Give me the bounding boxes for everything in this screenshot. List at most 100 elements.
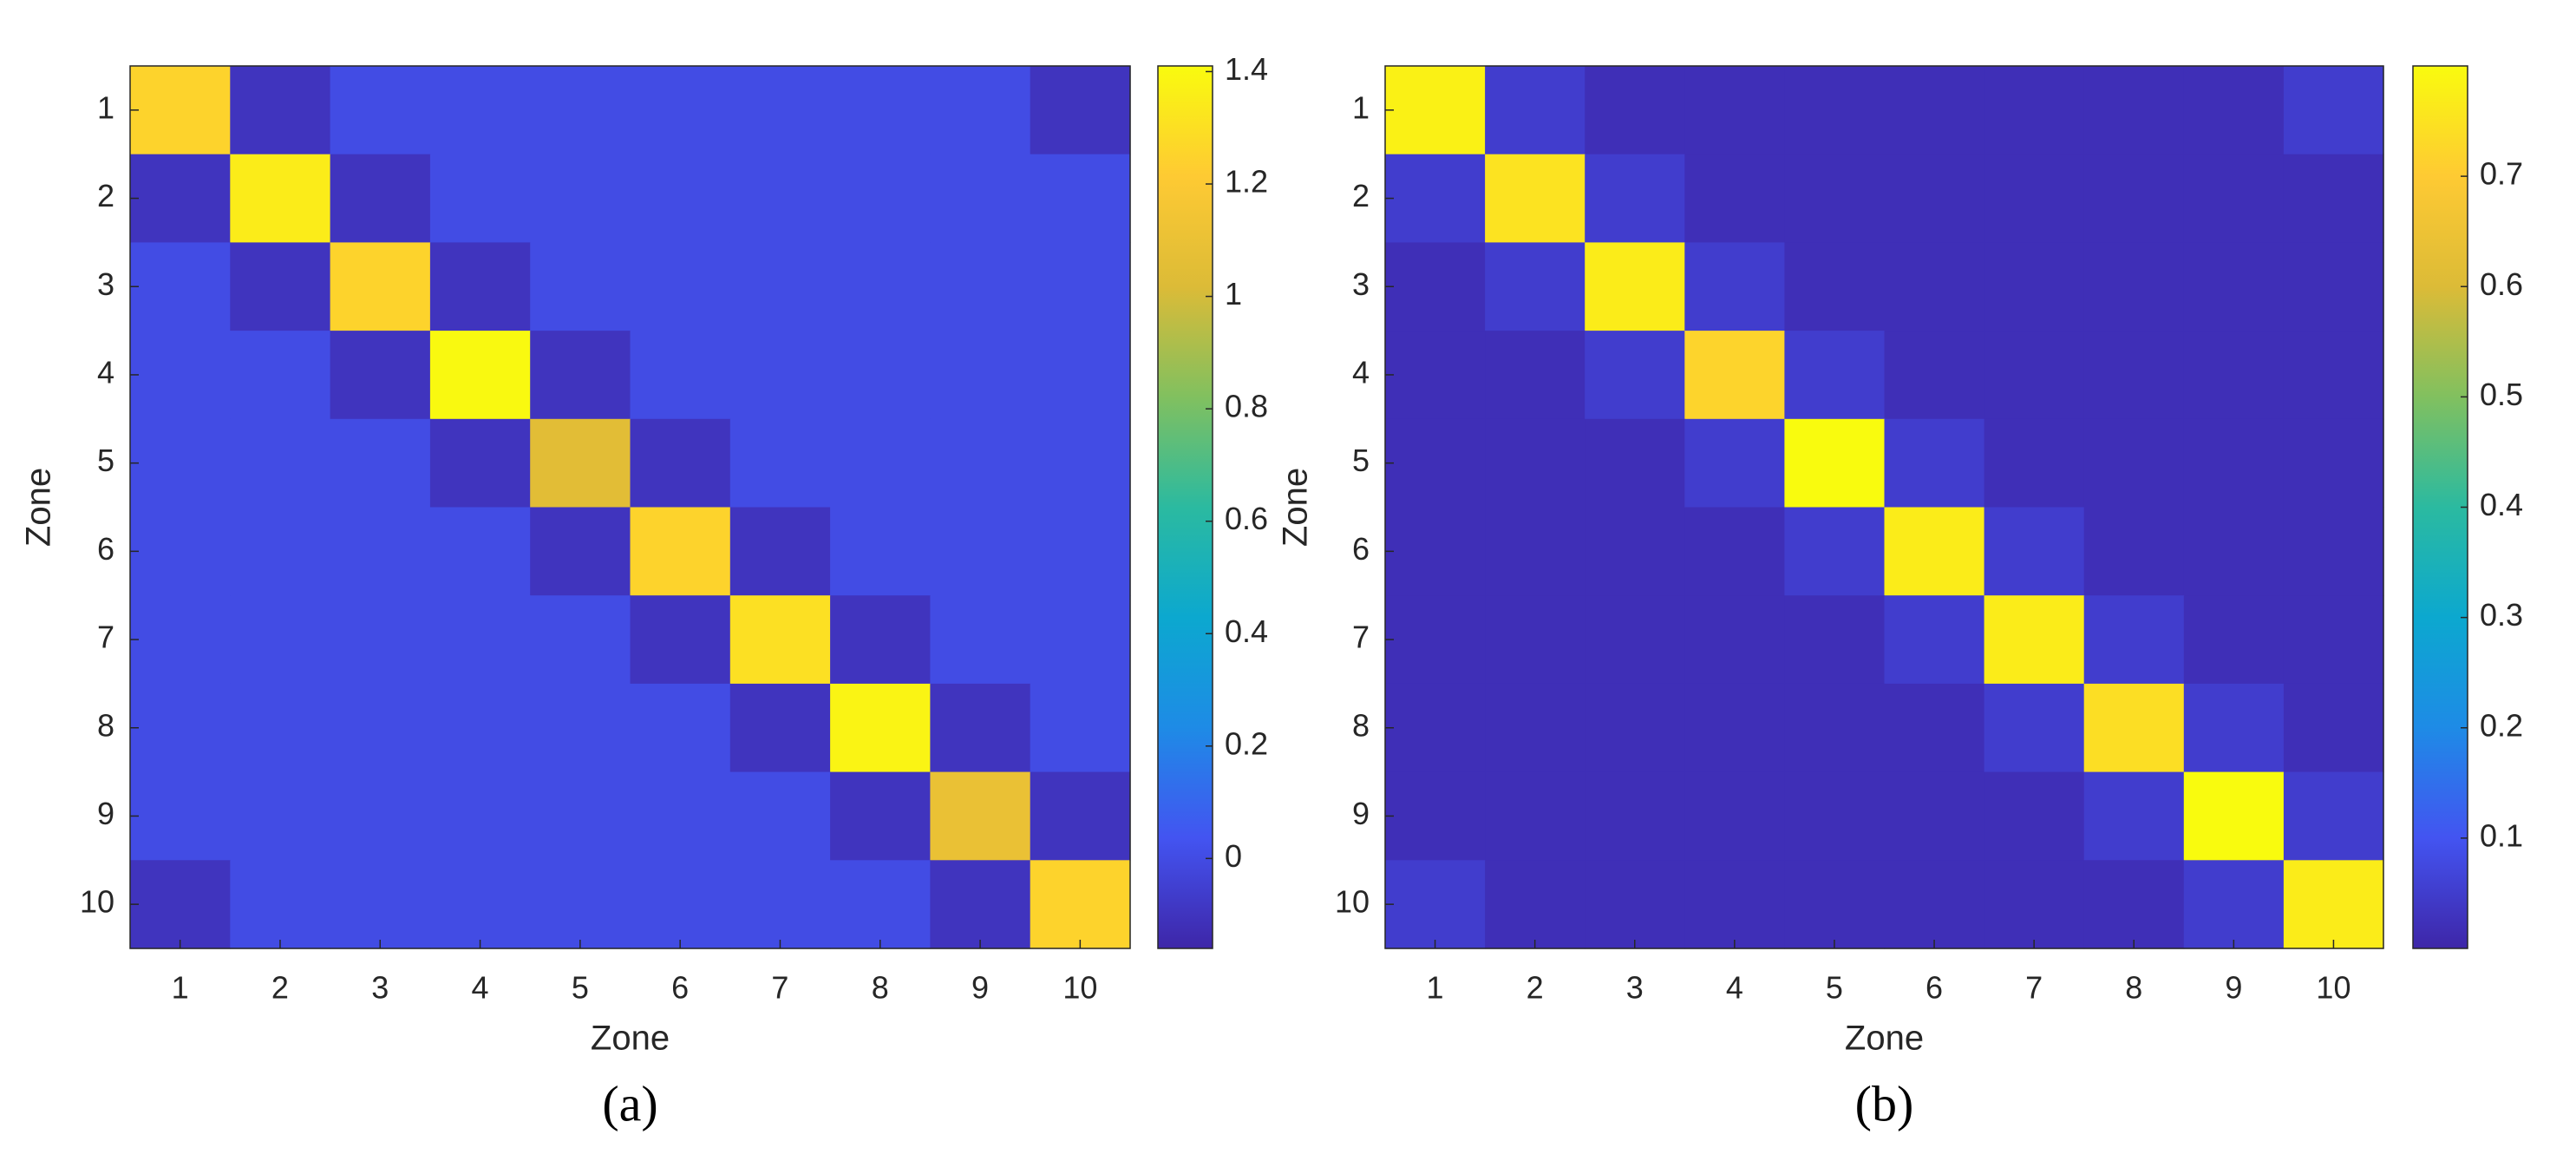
heatmap-cell: [1385, 418, 1486, 508]
heatmap-cell: [1485, 771, 1585, 861]
colorbar-tick-label: 0.8: [1225, 389, 1268, 424]
heatmap-cell: [1684, 771, 1785, 861]
heatmap-cell: [1585, 66, 1685, 155]
heatmap-cell: [930, 418, 1031, 508]
heatmap-cell: [1884, 331, 1985, 420]
heatmap-cell: [2083, 418, 2185, 508]
heatmap-cell: [729, 154, 831, 243]
heatmap-cell: [1485, 154, 1585, 243]
y-tick-label: 10: [1335, 884, 1370, 920]
colorbar-tick-label: 0.6: [2480, 266, 2523, 302]
heatmap-cell: [2283, 860, 2384, 949]
heatmap-cell: [1385, 771, 1486, 861]
heatmap-cell: [2183, 418, 2285, 508]
heatmap-cell: [1984, 595, 2085, 685]
heatmap-cell: [1030, 507, 1131, 596]
y-tick-label: 3: [97, 266, 114, 302]
heatmap-cell: [930, 860, 1031, 949]
heatmap-cell: [1784, 242, 1886, 331]
colorbar-tick-label: 0.2: [1225, 725, 1268, 761]
heatmap-cell: [1784, 683, 1886, 773]
heatmap-cell: [1585, 242, 1685, 331]
y-tick-label: 7: [1352, 620, 1370, 655]
heatmap-cell: [1385, 507, 1486, 596]
colorbar-tick-label: 1.2: [1225, 164, 1268, 200]
heatmap-cell: [2283, 507, 2384, 596]
heatmap-cell: [729, 771, 831, 861]
x-tick-label: 4: [472, 970, 489, 1006]
heatmap-cell: [1585, 331, 1685, 420]
heatmap-cell: [2183, 507, 2285, 596]
x-tick-label: 8: [2125, 970, 2142, 1006]
heatmap-cell: [930, 242, 1031, 331]
heatmap-cell: [130, 771, 231, 861]
heatmap-cell: [130, 331, 231, 420]
heatmap-cell: [1684, 683, 1785, 773]
heatmap-cell: [630, 242, 731, 331]
y-tick-label: 6: [1352, 531, 1370, 567]
heatmap-cell: [2083, 66, 2185, 155]
plot-border: [129, 65, 1131, 949]
heatmap-cell: [930, 154, 1031, 243]
heatmap-cell: [1585, 595, 1685, 685]
x-tick-label: 1: [172, 970, 189, 1006]
heatmap-cell: [1585, 683, 1685, 773]
heatmap-cell: [330, 418, 431, 508]
heatmap-cell: [330, 242, 431, 331]
heatmap-cell: [830, 242, 931, 331]
heatmap-cell: [130, 242, 231, 331]
heatmap-cell: [2183, 154, 2285, 243]
colorbar-tick-label: 0.3: [2480, 597, 2523, 633]
y-tick-label: 4: [97, 354, 114, 390]
heatmap-cell: [830, 595, 931, 685]
x-tick-label: 6: [671, 970, 689, 1006]
heatmap-cell: [2083, 507, 2185, 596]
heatmap-cell: [830, 771, 931, 861]
heatmap-cell: [1684, 154, 1785, 243]
heatmap-cell: [2183, 66, 2285, 155]
heatmap-cell: [1684, 595, 1785, 685]
heatmap-cell: [530, 860, 631, 949]
heatmap-cell: [429, 683, 531, 773]
heatmap-cell: [230, 683, 331, 773]
heatmap-cell: [1030, 771, 1131, 861]
heatmap-cell: [130, 507, 231, 596]
y-tick-label: 2: [97, 178, 114, 213]
heatmap-cell: [729, 860, 831, 949]
heatmap-cell: [830, 683, 931, 773]
y-tick-label: 7: [97, 620, 114, 655]
x-tick-label: 2: [271, 970, 289, 1006]
x-tick-label: 8: [872, 970, 889, 1006]
heatmap-cell: [130, 595, 231, 685]
heatmap-cell: [1784, 154, 1886, 243]
y-tick-label: 8: [97, 707, 114, 743]
heatmap-cell: [1784, 860, 1886, 949]
heatmap-cell: [130, 860, 231, 949]
heatmap-cell: [1030, 331, 1131, 420]
heatmap-cell: [630, 154, 731, 243]
heatmap-cell: [130, 154, 231, 243]
x-axis-label: Zone: [1845, 1020, 1924, 1058]
heatmap-cell: [1385, 66, 1486, 155]
colorbar-tick-label: 0.5: [2480, 377, 2523, 412]
x-tick-label: 4: [1726, 970, 1743, 1006]
heatmap-cell: [530, 507, 631, 596]
heatmap-cell: [429, 154, 531, 243]
heatmap-cell: [1385, 242, 1486, 331]
colorbar-tick-label: 0.6: [1225, 501, 1268, 536]
heatmap-cell: [2283, 331, 2384, 420]
heatmap-cell: [1884, 66, 1985, 155]
y-tick-label: 1: [97, 89, 114, 125]
heatmap-cell: [1030, 595, 1131, 685]
heatmap-cell: [930, 331, 1031, 420]
heatmap-cell: [2283, 66, 2384, 155]
x-axis-label: Zone: [591, 1020, 670, 1058]
heatmap-cell: [530, 418, 631, 508]
heatmap-cell: [1585, 771, 1685, 861]
heatmap-cell: [1485, 66, 1585, 155]
x-tick-label: 5: [1826, 970, 1843, 1006]
heatmap-cell: [1984, 154, 2085, 243]
heatmap-cell: [930, 507, 1031, 596]
colorbar-tick-label: 0.4: [1225, 613, 1268, 649]
